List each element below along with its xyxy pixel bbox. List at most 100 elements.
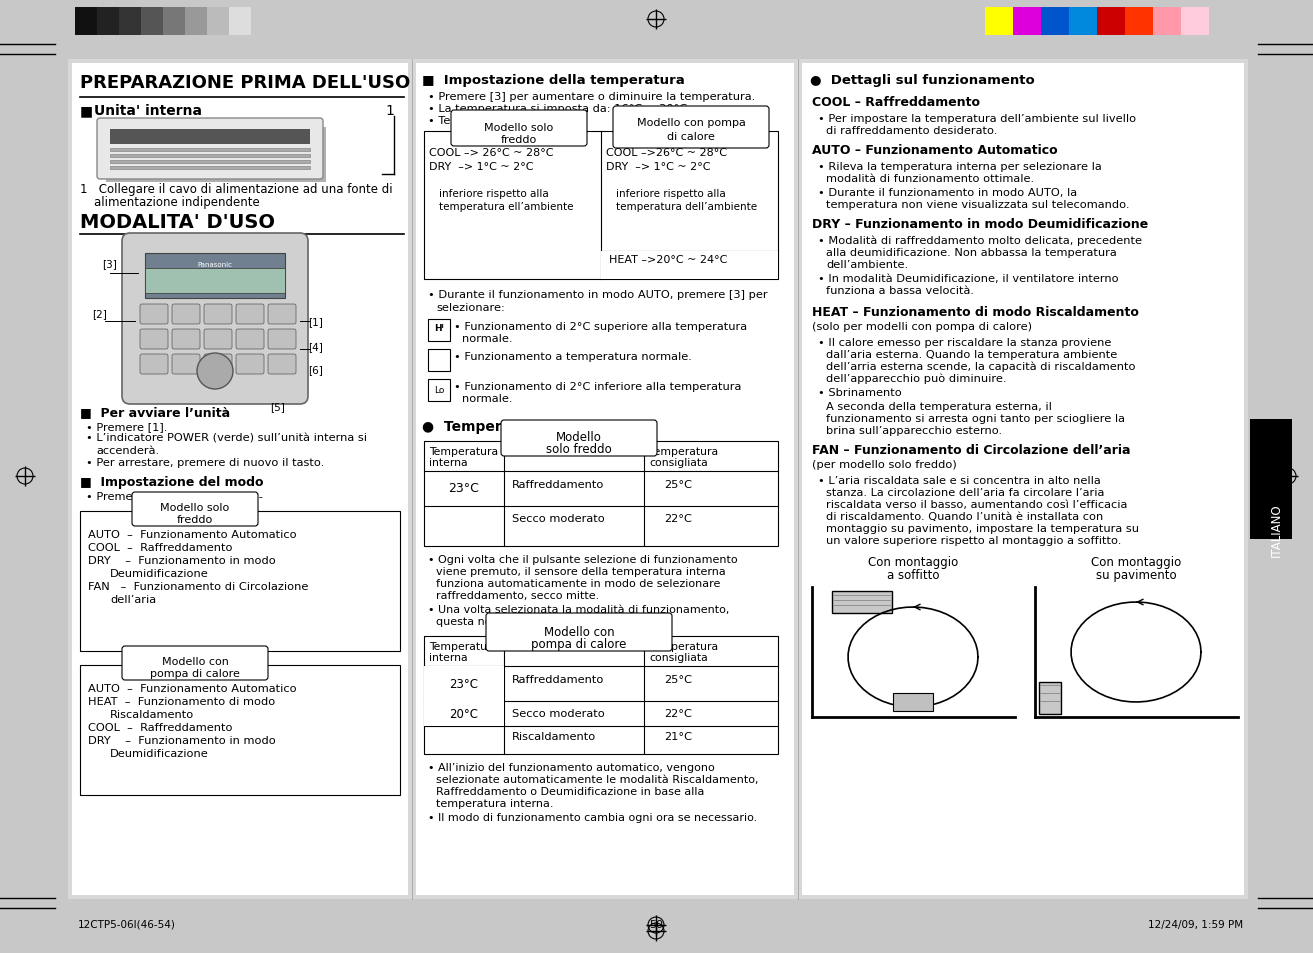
Text: • Funzionamento a temperatura normale.: • Funzionamento a temperatura normale. (454, 352, 692, 361)
Text: Modello con pompa: Modello con pompa (637, 118, 746, 128)
FancyBboxPatch shape (450, 111, 587, 147)
Text: pompa di calore: pompa di calore (150, 668, 240, 679)
Bar (144, 269, 285, 294)
Text: [5]: [5] (270, 401, 285, 412)
Text: su pavimento: su pavimento (1095, 568, 1176, 581)
FancyBboxPatch shape (122, 646, 268, 680)
Text: • Funzionamento di 2°C inferiore alla temperatura: • Funzionamento di 2°C inferiore alla te… (454, 381, 742, 392)
Bar (185, 8, 207, 36)
Text: dell’aria: dell’aria (110, 595, 156, 604)
Text: Panasonic: Panasonic (197, 262, 232, 268)
Text: HEAT  –  Funzionamento di modo: HEAT – Funzionamento di modo (88, 697, 276, 706)
Text: funziona a bassa velocità.: funziona a bassa velocità. (826, 286, 974, 295)
Bar (424, 666, 504, 701)
Bar (110, 161, 310, 164)
Text: Riscaldamento: Riscaldamento (110, 709, 194, 720)
Text: consigliata: consigliata (649, 652, 708, 662)
Text: Funzionamento: Funzionamento (509, 447, 592, 456)
Bar (424, 701, 504, 726)
Text: Con montaggio: Con montaggio (868, 556, 958, 568)
Text: • Il modo di funzionamento cambia ogni ora se necessario.: • Il modo di funzionamento cambia ogni o… (428, 812, 758, 822)
Text: COOL –>26°C ~ 28°C: COOL –>26°C ~ 28°C (607, 148, 727, 158)
Text: • Durante il funzionamento in modo AUTO, premere [3] per: • Durante il funzionamento in modo AUTO,… (428, 290, 768, 299)
FancyBboxPatch shape (268, 330, 295, 350)
Text: alla deumidificazione. Non abbassa la temperatura: alla deumidificazione. Non abbassa la te… (826, 248, 1117, 257)
Text: • Modalità di raffreddamento molto delicata, precedente: • Modalità di raffreddamento molto delic… (818, 235, 1142, 246)
Text: 22°C: 22°C (664, 708, 692, 719)
Text: • Per impostare la temperatura dell’ambiente sul livello: • Per impostare la temperatura dell’ambi… (818, 113, 1136, 124)
Text: Raffreddamento: Raffreddamento (512, 479, 604, 490)
Text: funzionamento si arresta ogni tanto per sciogliere la: funzionamento si arresta ogni tanto per … (826, 414, 1125, 423)
Text: ●  Dettagli sul funzionamento: ● Dettagli sul funzionamento (810, 74, 1035, 87)
Text: [2]: [2] (92, 309, 106, 318)
Text: 1   Collegare il cavo di alimentazione ad una fonte di: 1 Collegare il cavo di alimentazione ad … (80, 183, 393, 195)
Circle shape (197, 354, 232, 390)
Text: montaggio su pavimento, impostare la temperatura su: montaggio su pavimento, impostare la tem… (826, 523, 1138, 534)
Text: di raffreddamento desiderato.: di raffreddamento desiderato. (826, 126, 998, 136)
Bar (80, 512, 400, 651)
Text: HEAT – Funzionamento di modo Riscaldamento: HEAT – Funzionamento di modo Riscaldamen… (811, 306, 1138, 318)
Bar (119, 8, 140, 36)
Text: raffreddamento, secco mitte.: raffreddamento, secco mitte. (436, 590, 599, 600)
FancyBboxPatch shape (140, 330, 168, 350)
Bar (144, 253, 285, 298)
Bar (163, 8, 185, 36)
Text: pompa di calore: pompa di calore (532, 638, 626, 651)
FancyBboxPatch shape (486, 614, 672, 651)
Text: Modello solo: Modello solo (160, 502, 230, 513)
Text: 25°C: 25°C (664, 675, 692, 684)
Text: consigliata: consigliata (649, 457, 708, 468)
Bar (601, 252, 779, 280)
Text: • Sbrinamento: • Sbrinamento (818, 388, 902, 397)
Bar (416, 64, 794, 895)
Text: Temperatura: Temperatura (649, 641, 718, 651)
Text: alimentazione indipendente: alimentazione indipendente (95, 195, 260, 209)
Text: temperatura ell’ambiente: temperatura ell’ambiente (439, 202, 574, 212)
Text: Raffreddamento: Raffreddamento (512, 675, 604, 684)
FancyBboxPatch shape (613, 107, 769, 149)
Text: Modello solo: Modello solo (484, 123, 554, 132)
Text: 20°C: 20°C (449, 708, 478, 720)
Bar (424, 132, 779, 280)
Text: • Premere [2] per selezionare:-: • Premere [2] per selezionare:- (85, 492, 263, 501)
Bar (1069, 8, 1096, 36)
Text: riscaldata verso il basso, aumentando così l’efficacia: riscaldata verso il basso, aumentando co… (826, 499, 1128, 510)
Text: Secco moderato: Secco moderato (512, 708, 605, 719)
Bar (110, 130, 310, 145)
Bar (110, 149, 310, 152)
Text: DRY    –  Funzionamento in modo: DRY – Funzionamento in modo (88, 556, 276, 565)
Text: 50: 50 (1220, 880, 1239, 894)
Text: viene premuto, il sensore della temperatura interna: viene premuto, il sensore della temperat… (436, 566, 726, 577)
Bar (207, 8, 228, 36)
FancyBboxPatch shape (236, 305, 264, 325)
Text: un valore superiore rispetto al montaggio a soffitto.: un valore superiore rispetto al montaggi… (826, 536, 1121, 545)
Bar (1039, 682, 1061, 714)
Text: 12/24/09, 1:59 PM: 12/24/09, 1:59 PM (1148, 919, 1243, 929)
Text: AUTO – Funzionamento Automatico: AUTO – Funzionamento Automatico (811, 144, 1058, 157)
Bar (1014, 8, 1041, 36)
Text: ■  Per avviare l’unità: ■ Per avviare l’unità (80, 406, 230, 418)
Text: AUTO  –  Funzionamento Automatico: AUTO – Funzionamento Automatico (88, 683, 297, 693)
Bar (428, 350, 450, 372)
Text: AUTO  –  Funzionamento Automatico: AUTO – Funzionamento Automatico (88, 530, 297, 539)
FancyBboxPatch shape (236, 330, 264, 350)
Text: normale.: normale. (462, 334, 512, 344)
Text: a soffitto: a soffitto (886, 568, 939, 581)
Text: selezionare:: selezionare: (436, 303, 506, 313)
Text: • Ogni volta che il pulsante selezione di funzionamento: • Ogni volta che il pulsante selezione d… (428, 555, 738, 564)
FancyBboxPatch shape (204, 330, 232, 350)
Text: 25°C: 25°C (664, 479, 692, 490)
Text: • L’indicatore POWER (verde) sull’unità interna si: • L’indicatore POWER (verde) sull’unità … (85, 434, 368, 443)
Text: COOL – Raffreddamento: COOL – Raffreddamento (811, 96, 979, 109)
Text: COOL  –  Raffreddamento: COOL – Raffreddamento (88, 722, 232, 732)
Text: • Rileva la temperatura interna per selezionare la: • Rileva la temperatura interna per sele… (818, 162, 1102, 172)
Bar (424, 441, 779, 546)
Text: • Temperatura consigliata:: • Temperatura consigliata: (428, 116, 580, 126)
FancyBboxPatch shape (140, 355, 168, 375)
Bar (1096, 8, 1125, 36)
FancyBboxPatch shape (122, 233, 309, 405)
Text: dell’apparecchio può diminuire.: dell’apparecchio può diminuire. (826, 374, 1007, 384)
FancyBboxPatch shape (236, 355, 264, 375)
Text: inferiore rispetto alla: inferiore rispetto alla (439, 189, 549, 199)
Bar (110, 167, 310, 170)
